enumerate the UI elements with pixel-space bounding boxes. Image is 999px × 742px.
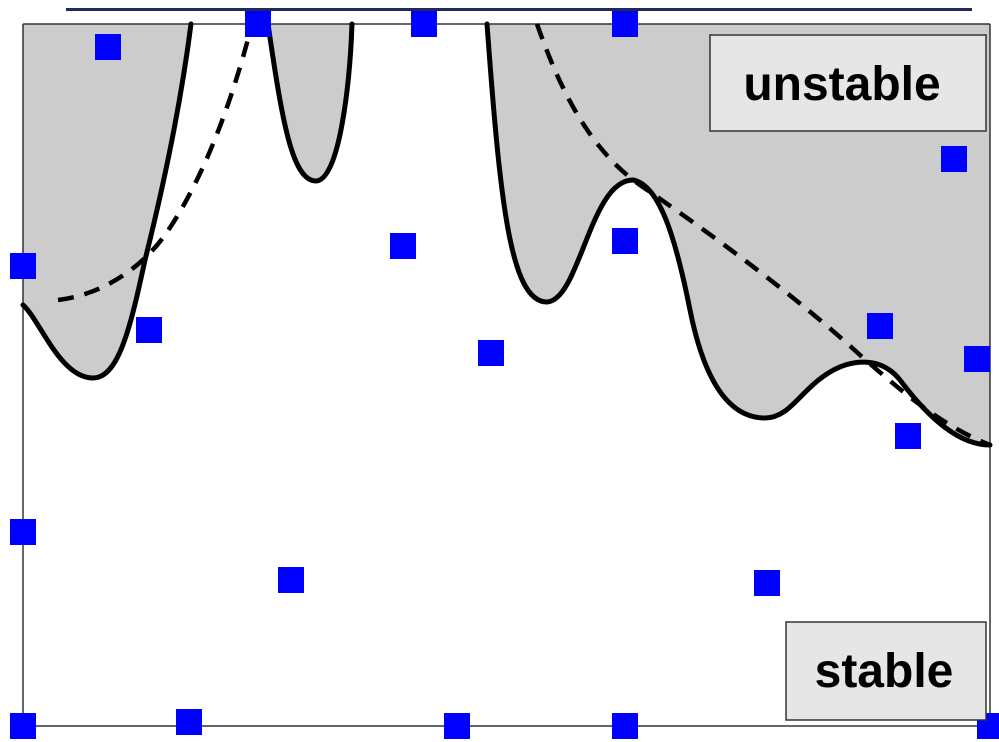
sample-point (867, 313, 893, 339)
sample-point (612, 11, 638, 37)
true-boundary-middle (265, 21, 355, 184)
sample-point (612, 228, 638, 254)
sample-points (10, 11, 999, 739)
unstable-label-box: unstable (709, 34, 987, 132)
sample-point (95, 34, 121, 60)
true-boundary (20, 21, 993, 448)
sample-point (176, 709, 202, 735)
sample-point (941, 146, 967, 172)
sample-point (245, 11, 271, 37)
unstable-region-middle (268, 24, 352, 181)
sample-point (754, 570, 780, 596)
sample-point (895, 423, 921, 449)
stable-label: stable (815, 645, 954, 698)
sample-point (478, 340, 504, 366)
sample-point (10, 253, 36, 279)
sample-point (136, 317, 162, 343)
estimated-boundary (57, 23, 991, 448)
unstable-label: unstable (743, 58, 940, 111)
sample-point (964, 346, 990, 372)
sample-point (278, 567, 304, 593)
sample-point (411, 11, 437, 37)
sample-point (612, 713, 638, 739)
true-boundary-left (20, 21, 194, 381)
stable-label-box: stable (785, 621, 987, 721)
sample-point (444, 713, 470, 739)
estimated-boundary-left (57, 23, 255, 303)
sample-point (10, 713, 36, 739)
sample-point (390, 233, 416, 259)
true-boundary-right (484, 21, 993, 448)
unstable-region-left (23, 24, 191, 378)
sample-point (10, 519, 36, 545)
